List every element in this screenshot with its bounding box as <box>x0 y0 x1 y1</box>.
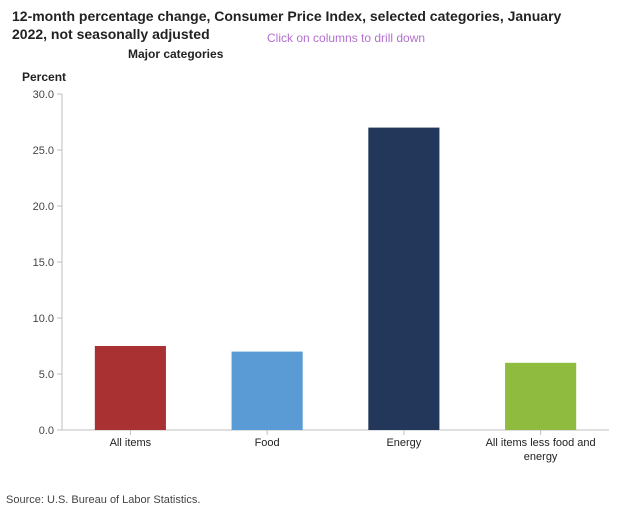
y-tick-label: 25.0 <box>33 145 54 157</box>
y-tick-label: 0.0 <box>39 425 54 437</box>
source-line: Source: U.S. Bureau of Labor Statistics. <box>6 494 200 506</box>
y-tick-label: 5.0 <box>39 369 54 381</box>
chart-container: 12-month percentage change, Consumer Pri… <box>0 0 631 510</box>
y-axis-title: Percent <box>22 70 66 84</box>
bar-chart-svg: 0.0 5.0 10.0 15.0 20.0 25.0 30.0 All items Food E… <box>12 88 619 470</box>
chart-subtitle: Major categories <box>128 47 223 61</box>
bar-chart: 0.0 5.0 10.0 15.0 20.0 25.0 30.0 All items Food E… <box>12 88 619 470</box>
x-tick-label: All items <box>110 437 152 449</box>
x-tick-label: energy <box>524 451 558 463</box>
x-tick-label: Food <box>255 437 280 449</box>
y-tick-label: 15.0 <box>33 257 54 269</box>
bar-1[interactable] <box>232 352 303 430</box>
y-tick-label: 10.0 <box>33 313 54 325</box>
y-tick-label: 30.0 <box>33 89 54 101</box>
bar-3[interactable] <box>505 363 576 430</box>
drill-down-hint: Click on columns to drill down <box>267 31 425 45</box>
y-tick-label: 20.0 <box>33 201 54 213</box>
subtitle-row: Click on columns to drill down Major cat… <box>12 47 619 67</box>
bar-2[interactable] <box>368 128 439 430</box>
x-tick-label: All items less food and <box>486 437 596 449</box>
x-tick-label: Energy <box>386 437 421 449</box>
bar-0[interactable] <box>95 346 166 430</box>
